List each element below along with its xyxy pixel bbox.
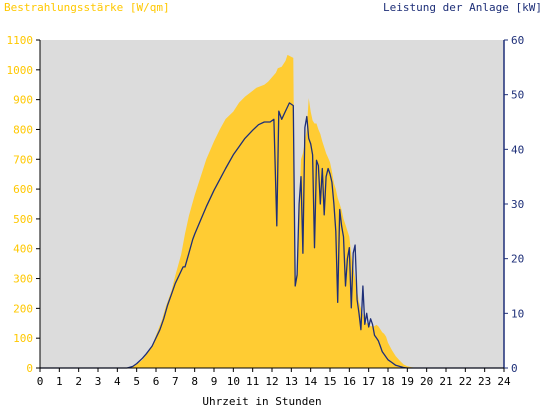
x-tick-label: 9 [211,375,218,388]
x-tick-label: 18 [381,375,394,388]
x-tick-label: 21 [439,375,452,388]
left-tick-label: 1000 [7,64,34,77]
x-tick-label: 7 [172,375,179,388]
x-tick-label: 6 [153,375,160,388]
left-tick-label: 600 [13,183,33,196]
x-tick-label: 8 [191,375,198,388]
left-tick-label: 400 [13,243,33,256]
x-axis-title: Uhrzeit in Stunden [202,395,321,408]
x-tick-label: 22 [459,375,472,388]
left-tick-label: 800 [13,123,33,136]
left-tick-label: 700 [13,153,33,166]
x-tick-label: 19 [401,375,414,388]
left-tick-label: 500 [13,213,33,226]
left-axis-title: Bestrahlungsstärke [W/qm] [4,1,170,14]
x-tick-label: 2 [75,375,82,388]
x-tick-label: 0 [37,375,44,388]
x-tick-label: 15 [323,375,336,388]
left-tick-label: 0 [26,362,33,375]
left-tick-label: 200 [13,302,33,315]
x-tick-label: 17 [362,375,375,388]
x-tick-label: 10 [227,375,240,388]
left-tick-label: 1100 [7,34,34,47]
x-tick-label: 14 [304,375,318,388]
right-tick-label: 60 [511,34,524,47]
right-tick-label: 20 [511,253,524,266]
x-tick-label: 24 [497,375,511,388]
irradiance-area [40,54,504,369]
x-tick-label: 16 [343,375,356,388]
x-tick-label: 4 [114,375,121,388]
left-tick-label: 100 [13,332,33,345]
right-tick-label: 30 [511,198,524,211]
x-tick-label: 3 [95,375,102,388]
right-axis-title: Leistung der Anlage [kW] [383,1,542,14]
power-line [40,102,504,369]
left-tick-label: 300 [13,273,33,286]
x-tick-label: 1 [56,375,63,388]
axes-layer: 0100200300400500600700800900100011000102… [7,34,525,388]
x-tick-label: 20 [420,375,433,388]
series-layer [40,54,504,369]
right-tick-label: 0 [511,362,518,375]
x-tick-label: 5 [133,375,140,388]
right-tick-label: 40 [511,143,524,156]
x-tick-label: 23 [478,375,491,388]
left-tick-label: 900 [13,94,33,107]
right-tick-label: 50 [511,89,524,102]
right-tick-label: 10 [511,307,524,320]
x-tick-label: 12 [265,375,278,388]
x-tick-label: 11 [246,375,259,388]
x-tick-label: 13 [285,375,298,388]
